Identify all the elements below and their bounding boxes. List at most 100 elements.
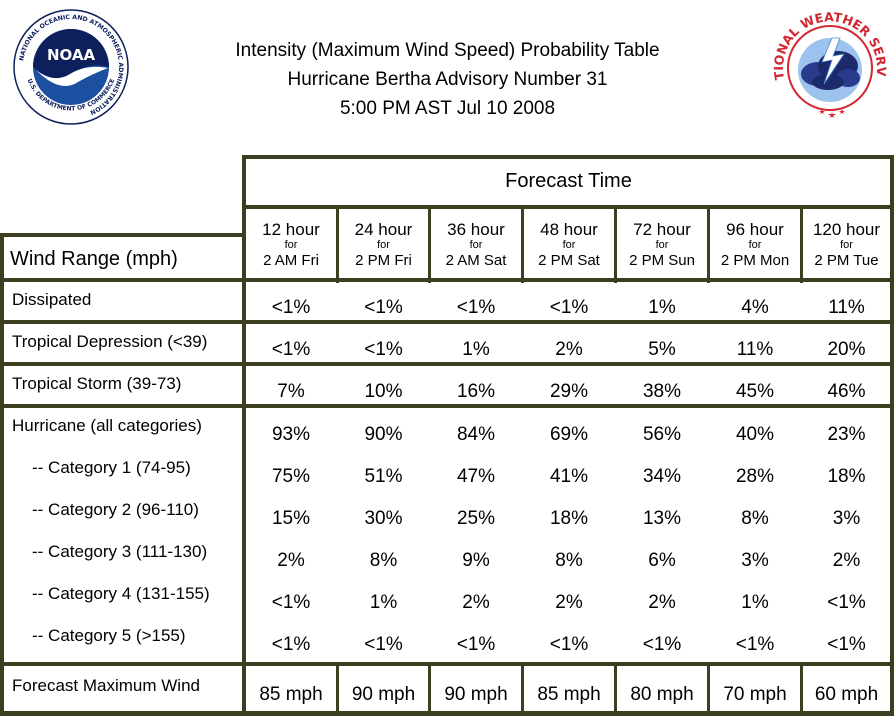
table-cell: <1%	[271, 339, 311, 360]
table-cell: <1%	[549, 634, 589, 655]
row-label: Dissipated	[12, 290, 92, 309]
column-header-for: for	[562, 239, 576, 251]
table-cell: <1%	[364, 634, 403, 655]
table-cell: 29%	[549, 381, 589, 402]
table-cell: 16%	[456, 381, 496, 402]
column-header-hour: 24 hour	[354, 220, 413, 239]
table-cell: <1%	[456, 634, 496, 655]
table-border	[336, 662, 339, 716]
table-cell: 1%	[741, 592, 769, 613]
column-header-for: for	[284, 239, 298, 251]
table-cell: 93%	[271, 424, 311, 445]
table-cell: 3%	[832, 508, 861, 529]
table-cell: 11%	[736, 339, 774, 360]
table-border-bottom	[0, 711, 894, 716]
table-border	[614, 662, 617, 716]
table-border-top	[242, 155, 894, 159]
column-header-hour: 72 hour	[633, 220, 691, 239]
table-cell: 90 mph	[444, 684, 508, 705]
table-cell: 10%	[364, 381, 403, 402]
table-cell: 60 mph	[814, 684, 879, 705]
row-label: -- Category 3 (111-130)	[32, 542, 208, 561]
column-header: 120 hour for 2 PM Tue	[803, 220, 890, 269]
table-cell: <1%	[271, 592, 311, 613]
table-cell: 40%	[735, 424, 775, 445]
table-border	[800, 662, 803, 716]
table-cell: 90 mph	[351, 684, 416, 705]
table-border	[707, 662, 710, 716]
table-border	[614, 205, 617, 283]
table-cell: 4%	[741, 297, 769, 318]
table-cell: 7%	[277, 381, 305, 402]
table-cell: 1%	[462, 339, 490, 360]
table-border	[0, 278, 894, 282]
noaa-wordmark: NOAA	[47, 46, 96, 64]
column-header-when: 2 AM Fri	[263, 252, 319, 269]
table-cell: 2%	[462, 592, 490, 613]
table-cell: 84%	[456, 424, 496, 445]
row-label: Hurricane (all categories)	[12, 416, 202, 435]
table-cell: 51%	[364, 466, 403, 487]
table-border	[0, 233, 246, 237]
table-cell: 15%	[271, 508, 311, 529]
page-title: Intensity (Maximum Wind Speed) Probabili…	[0, 36, 895, 123]
column-header: 24 hour for 2 PM Fri	[339, 220, 428, 269]
column-header: 12 hour for 2 AM Fri	[246, 220, 336, 269]
table-border	[242, 205, 894, 209]
table-border-left	[0, 233, 4, 716]
forecast-time-header: Forecast Time	[505, 170, 632, 192]
table-cell: 5%	[648, 339, 676, 360]
table-cell: 46%	[827, 381, 866, 402]
table-cell: 30%	[364, 508, 403, 529]
table-cell: 23%	[827, 424, 866, 445]
table-border	[800, 205, 803, 283]
column-header-for: for	[840, 239, 853, 251]
table-cell: 69%	[549, 424, 589, 445]
table-cell: 18%	[827, 466, 866, 487]
column-header-for: for	[377, 239, 390, 251]
row-label: -- Category 1 (74-95)	[32, 458, 191, 477]
table-cell: <1%	[271, 634, 311, 655]
table-cell: 25%	[456, 508, 496, 529]
table-cell: 2%	[277, 550, 305, 571]
table-cell: 9%	[462, 550, 490, 571]
column-header: 72 hour for 2 PM Sun	[617, 220, 707, 269]
column-header-for: for	[655, 239, 669, 251]
column-header: 36 hour for 2 AM Sat	[431, 220, 521, 269]
table-border	[0, 362, 894, 366]
table-border	[707, 205, 710, 283]
table-cell: 80 mph	[630, 684, 694, 705]
table-cell: <1%	[271, 297, 311, 318]
table-cell: 8%	[741, 508, 769, 529]
table-border	[242, 155, 246, 716]
row-label: Tropical Depression (<39)	[12, 332, 208, 351]
column-header-when: 2 PM Tue	[814, 252, 879, 269]
table-cell: 2%	[648, 592, 676, 613]
table-cell: 2%	[832, 550, 861, 571]
column-header: 48 hour for 2 PM Sat	[524, 220, 614, 269]
table-cell: 1%	[369, 592, 398, 613]
table-cell: 90%	[364, 424, 403, 445]
title-line-2: Hurricane Bertha Advisory Number 31	[287, 69, 608, 90]
table-cell: <1%	[456, 297, 496, 318]
table-cell: 41%	[549, 466, 589, 487]
row-label: Tropical Storm (39-73)	[12, 374, 182, 393]
table-cell: 85 mph	[259, 684, 323, 705]
column-header-for: for	[469, 239, 483, 251]
table-cell: 8%	[369, 550, 398, 571]
column-header-when: 2 PM Sat	[538, 252, 600, 269]
column-header-hour: 48 hour	[540, 220, 598, 239]
table-cell: 2%	[555, 592, 583, 613]
title-line-3: 5:00 PM AST Jul 10 2008	[339, 98, 556, 119]
title-line-1: Intensity (Maximum Wind Speed) Probabili…	[235, 40, 660, 61]
row-label: -- Category 4 (131-155)	[32, 584, 210, 603]
column-header: 96 hour for 2 PM Mon	[710, 220, 800, 269]
table-border	[428, 662, 431, 716]
table-border	[521, 205, 524, 283]
table-cell: <1%	[549, 297, 589, 318]
table-cell: 13%	[642, 508, 682, 529]
table-cell: 34%	[642, 466, 682, 487]
table-border	[0, 320, 894, 324]
table-cell: 8%	[555, 550, 583, 571]
